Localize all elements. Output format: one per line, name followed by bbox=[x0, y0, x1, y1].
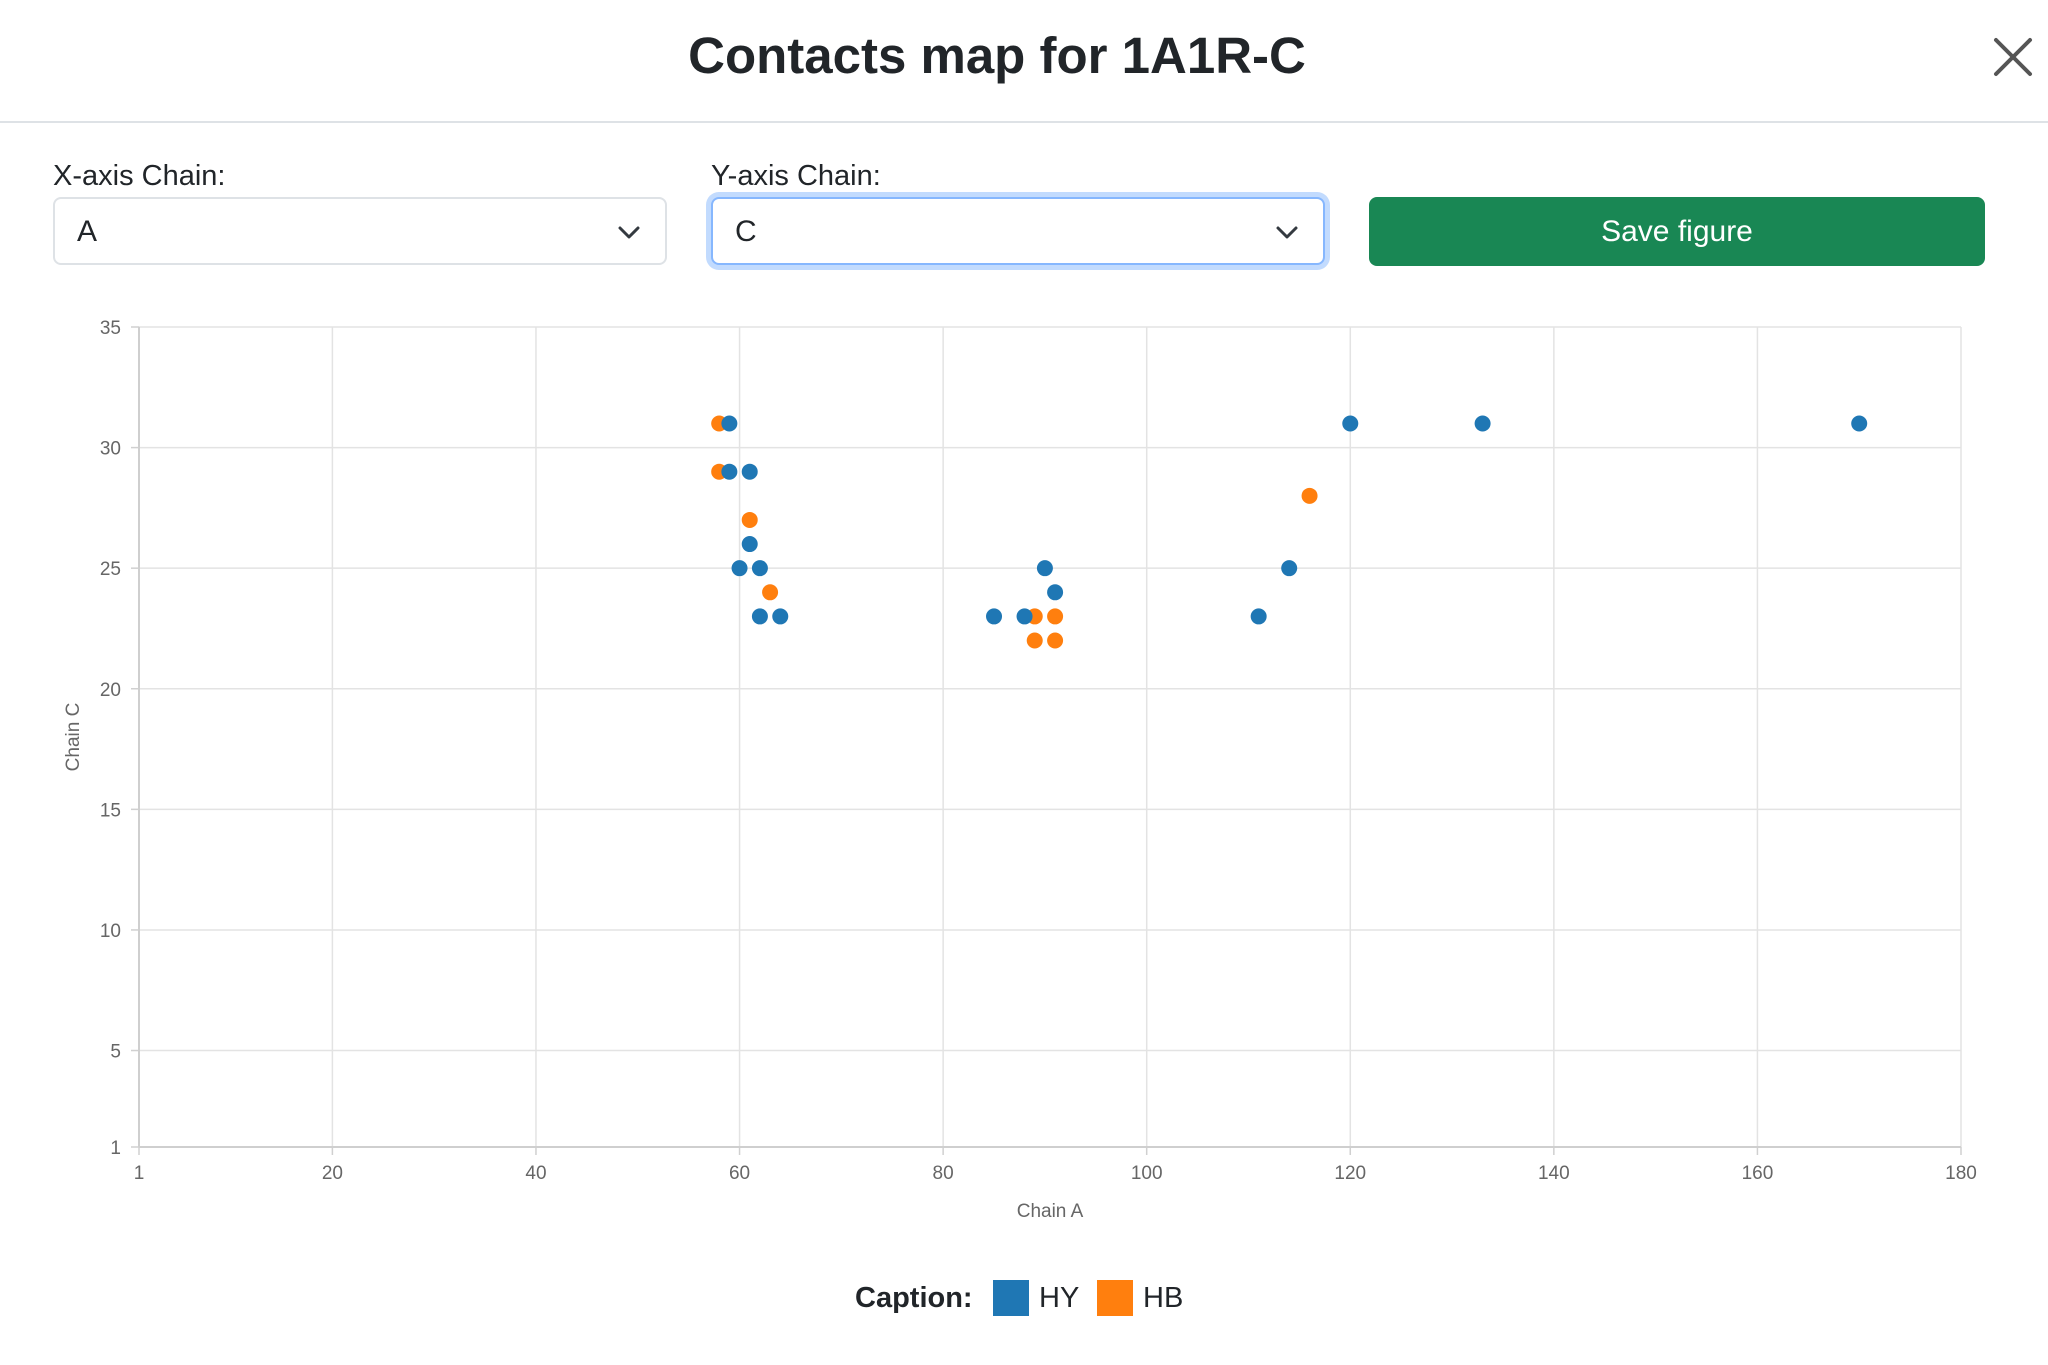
chart-caption: Caption: HY HB bbox=[0, 1276, 2048, 1320]
data-point-hb bbox=[762, 584, 779, 601]
data-point-hy bbox=[1851, 415, 1868, 432]
data-point-hy bbox=[772, 608, 789, 625]
data-point-hy bbox=[751, 608, 768, 625]
x-axis-chain-label: X-axis Chain: bbox=[53, 160, 226, 192]
x-tick-label: 120 bbox=[1334, 1163, 1366, 1184]
data-point-hy bbox=[721, 463, 738, 480]
y-tick-label: 20 bbox=[100, 680, 121, 701]
close-button[interactable] bbox=[1986, 30, 2040, 84]
chevron-down-icon bbox=[1276, 226, 1298, 239]
contacts-scatter-chart: 1 20 40 60 80 100 120 140 160 18015101520253035Ch… bbox=[63, 318, 1977, 1222]
y-axis-chain-label: Y-axis Chain: bbox=[711, 160, 881, 192]
y-axis-chain-select[interactable]: C bbox=[711, 197, 1325, 265]
y-tick-label: 5 bbox=[110, 1042, 121, 1063]
data-point-hy bbox=[1250, 608, 1267, 625]
data-point-hy bbox=[731, 560, 748, 577]
data-point-hy bbox=[1342, 415, 1359, 432]
chart-grid bbox=[138, 326, 1962, 1148]
x-tick-label: 60 bbox=[729, 1163, 750, 1184]
chart-points bbox=[711, 415, 1868, 649]
x-tick-label: 100 bbox=[1131, 1163, 1163, 1184]
x-tick-label: 80 bbox=[933, 1163, 954, 1184]
x-axis-chain-select[interactable]: A bbox=[53, 197, 667, 265]
data-point-hy bbox=[751, 560, 768, 577]
chart-axes: 1 20 40 60 80 100 120 140 160 18015101520253035Ch… bbox=[63, 318, 1977, 1222]
data-point-hy bbox=[1047, 584, 1064, 601]
save-figure-button[interactable]: Save figure bbox=[1369, 197, 1985, 266]
data-point-hb bbox=[1047, 632, 1064, 649]
modal-title: Contacts map for 1A1R-C bbox=[688, 27, 1306, 84]
data-point-hy bbox=[741, 536, 758, 553]
close-icon bbox=[1994, 38, 2032, 76]
data-point-hy bbox=[741, 463, 758, 480]
legend-swatch-hb bbox=[1097, 1280, 1133, 1316]
y-tick-label: 1 bbox=[110, 1138, 121, 1159]
y-axis-title: Chain C bbox=[63, 703, 84, 772]
caption-title: Caption: bbox=[855, 1282, 973, 1314]
x-tick-label: 1 bbox=[134, 1163, 145, 1184]
data-point-hb bbox=[1047, 608, 1064, 625]
data-point-hy bbox=[1281, 560, 1298, 577]
data-point-hy bbox=[986, 608, 1003, 625]
data-point-hy bbox=[1016, 608, 1033, 625]
y-tick-label: 15 bbox=[100, 800, 121, 821]
y-tick-label: 30 bbox=[100, 439, 121, 460]
data-point-hy bbox=[1474, 415, 1491, 432]
y-tick-label: 10 bbox=[100, 921, 121, 942]
x-tick-label: 180 bbox=[1945, 1163, 1977, 1184]
y-axis-chain-value: C bbox=[735, 215, 757, 248]
x-tick-label: 140 bbox=[1538, 1163, 1570, 1184]
legend-swatch-hy bbox=[993, 1280, 1029, 1316]
x-axis-chain-value: A bbox=[77, 215, 98, 248]
data-point-hb bbox=[1026, 632, 1043, 649]
x-tick-label: 160 bbox=[1742, 1163, 1774, 1184]
y-tick-label: 25 bbox=[100, 559, 121, 580]
y-tick-label: 35 bbox=[100, 318, 121, 339]
data-point-hb bbox=[1301, 487, 1318, 504]
data-point-hy bbox=[721, 415, 738, 432]
chevron-down-icon bbox=[618, 226, 640, 239]
x-axis-title: Chain A bbox=[1017, 1201, 1084, 1222]
data-point-hb bbox=[741, 511, 758, 528]
modal-header: Contacts map for 1A1R-C bbox=[0, 0, 2048, 123]
data-point-hy bbox=[1036, 560, 1053, 577]
legend-label-hy: HY bbox=[1039, 1282, 1080, 1314]
x-tick-label: 40 bbox=[525, 1163, 546, 1184]
legend-label-hb: HB bbox=[1143, 1282, 1184, 1314]
x-tick-label: 20 bbox=[322, 1163, 343, 1184]
